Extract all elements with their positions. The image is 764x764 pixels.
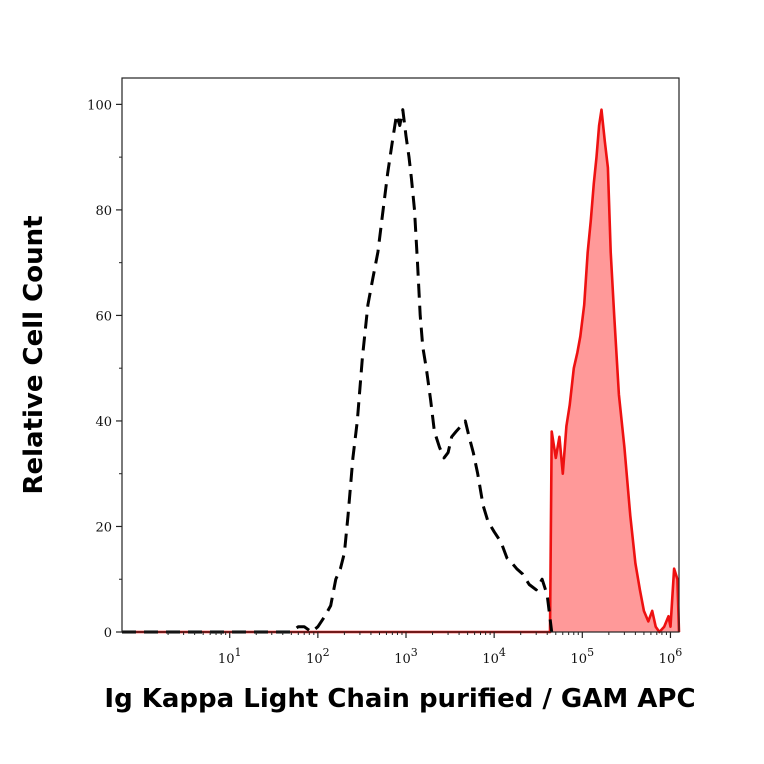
- x-tick-label: 104: [482, 646, 506, 667]
- series-1-area: [122, 109, 679, 632]
- y-axis: 0 20 40 60 80 100: [87, 98, 122, 641]
- plot-area: [121, 77, 681, 634]
- y-tick-label: 100: [87, 98, 112, 113]
- series-0-line: [122, 108, 554, 634]
- y-tick-label: 80: [95, 204, 112, 219]
- y-tick-label: 0: [104, 626, 112, 641]
- x-tick-label: 105: [571, 646, 595, 667]
- x-tick-label: 101: [218, 646, 242, 667]
- x-tick-label: 103: [394, 646, 418, 667]
- y-tick-label: 40: [95, 415, 112, 430]
- y-tick-label: 60: [95, 309, 112, 324]
- x-axis: 101 102 103 104 105 106: [167, 632, 683, 667]
- plot-frame: [121, 77, 680, 633]
- x-tick-label: 106: [659, 646, 683, 667]
- series-1-line: [122, 108, 681, 634]
- x-tick-label: 102: [306, 646, 330, 667]
- y-axis-title: Relative Cell Count: [19, 215, 49, 494]
- x-axis-title: Ig Kappa Light Chain purified / GAM APC: [104, 684, 695, 714]
- y-tick-label: 20: [95, 520, 112, 535]
